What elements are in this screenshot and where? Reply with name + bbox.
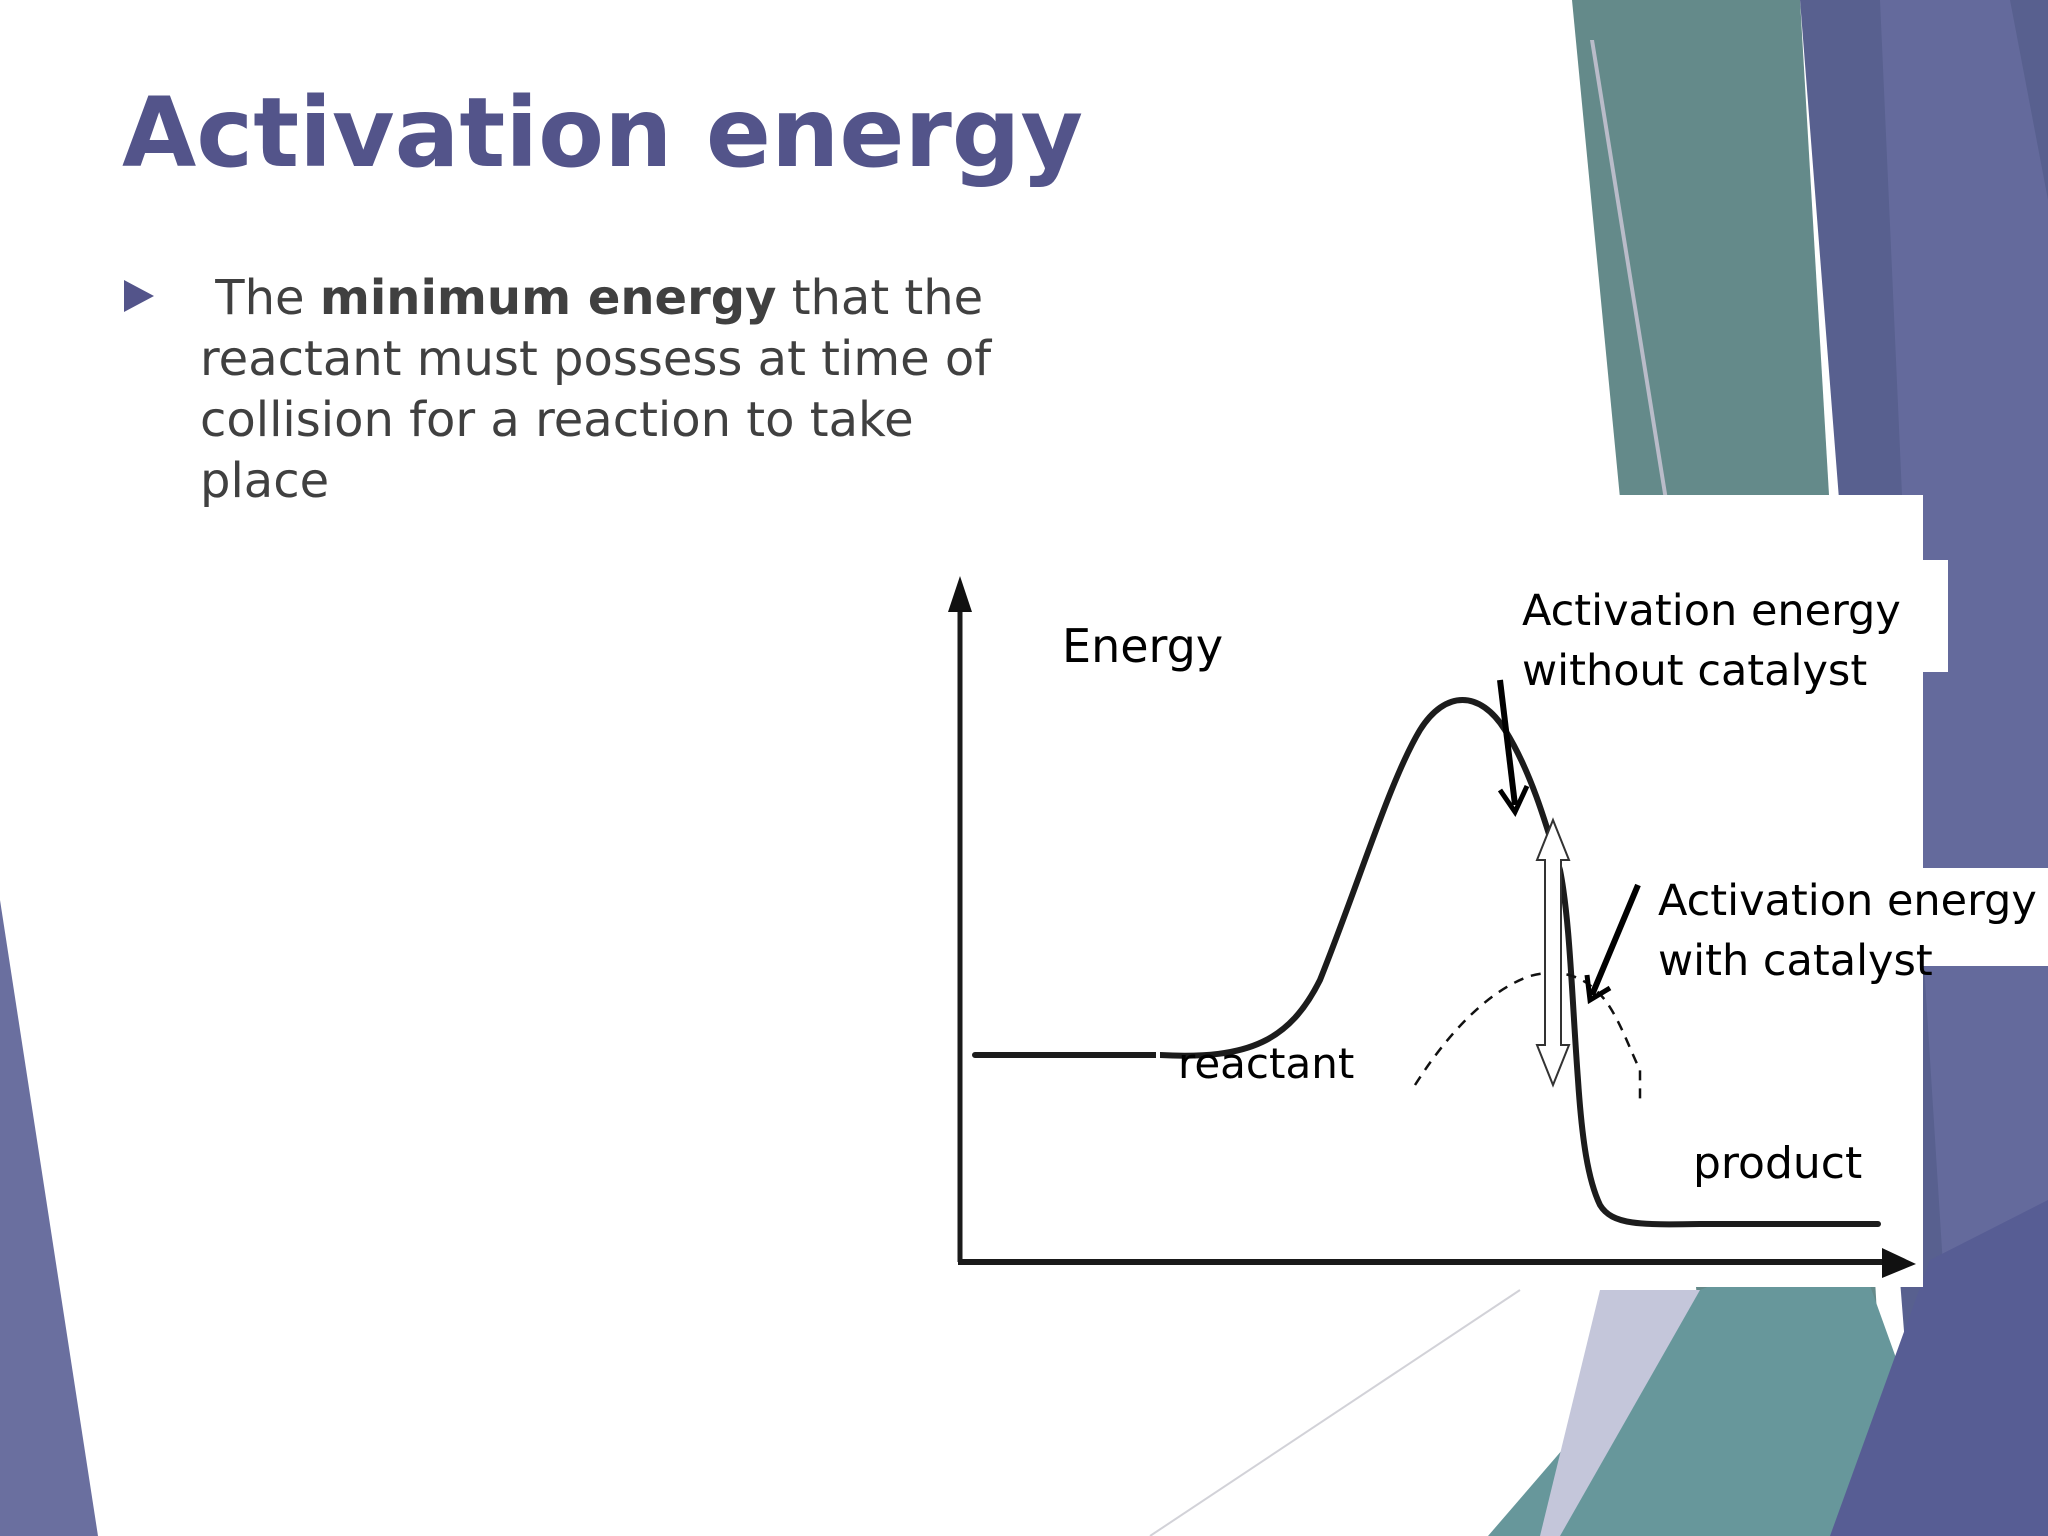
label-without-catalyst-line1: Activation energy (1522, 586, 1901, 636)
bg-lavender-fan (1540, 1290, 1700, 1536)
reactant-label: reactant (1178, 1039, 1354, 1088)
double-arrow (1535, 817, 1571, 1088)
bg-teal-fan (1488, 1230, 1960, 1536)
label-with-catalyst-line1: Activation energy (1658, 876, 2037, 926)
diagram-panel-top-label (1490, 560, 1948, 672)
pointer-arrowhead-with-catalyst (1584, 974, 1612, 1005)
y-axis-arrowhead (948, 576, 972, 612)
bg-thin-line (1590, 40, 1668, 500)
bullet-text: The minimum energy that the reactant mus… (200, 268, 1000, 512)
label-without-catalyst-line2: without catalyst (1522, 646, 1867, 696)
pointer-arrowhead-without-catalyst (1497, 784, 1530, 818)
bullet-lead: The (215, 270, 305, 326)
diagram-panel-right-label (1640, 868, 2048, 966)
y-axis-label: Energy (1062, 619, 1223, 673)
pointer-arrow-without-catalyst (1497, 679, 1518, 806)
pointer-arrow-with-catalyst (1589, 883, 1641, 997)
bullet-emphasis: minimum energy (319, 270, 777, 326)
bg-violet-fan (1830, 1200, 2048, 1536)
bg-purple-panel (1880, 0, 2048, 1536)
bullet-rest: that the reactant must possess at time o… (200, 270, 992, 509)
triangle-bullet-icon (124, 280, 154, 312)
bg-diagonal-line (1149, 1289, 1521, 1536)
bg-left-strip (0, 900, 98, 1536)
catalyzed-curve (1413, 971, 1642, 1105)
product-label: product (1693, 1138, 1862, 1189)
uncatalyzed-curve (972, 697, 1881, 1228)
label-with-catalyst-line2: with catalyst (1658, 936, 1933, 986)
x-axis-arrowhead (1882, 1248, 1916, 1278)
slide-title: Activation energy (122, 77, 1084, 189)
